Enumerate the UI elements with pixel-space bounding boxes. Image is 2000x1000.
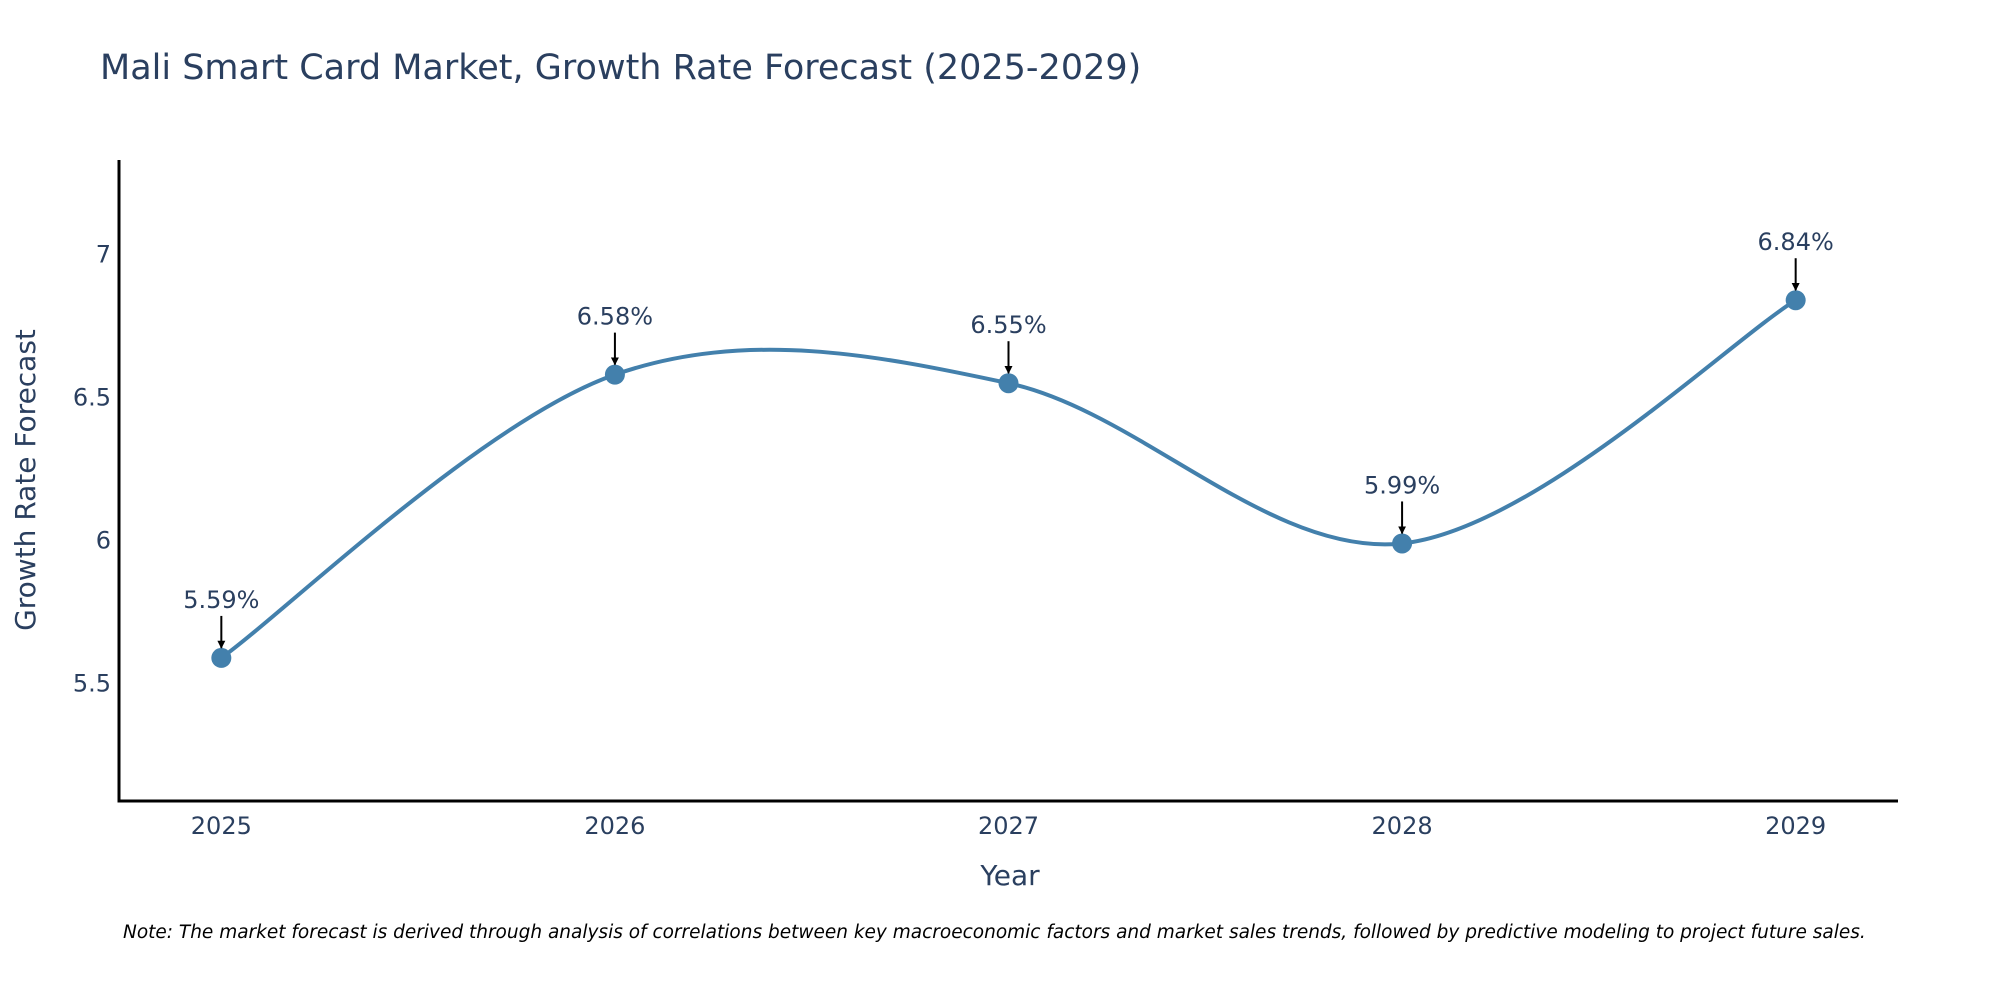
y-tick-label-6.5: 6.5 [73, 384, 111, 412]
chart-title: Mali Smart Card Market, Growth Rate Fore… [100, 48, 1141, 88]
y-axis-title: Growth Rate Forecast [9, 329, 42, 631]
x-tick-label-2028: 2028 [1372, 812, 1433, 840]
data-label-2029: 6.84% [1758, 228, 1834, 256]
x-axis-ticks: 2025 2026 2027 2028 2029 [191, 812, 1826, 840]
x-axis-title: Year [979, 859, 1040, 892]
x-tick-label-2026: 2026 [584, 812, 645, 840]
y-tick-label-6: 6 [96, 527, 111, 555]
x-tick-label-2025: 2025 [191, 812, 252, 840]
y-tick-label-7: 7 [96, 240, 111, 268]
data-label-2026: 6.58% [577, 303, 653, 331]
x-tick-label-2029: 2029 [1765, 812, 1826, 840]
footnote: Note: The market forecast is derived thr… [123, 922, 1866, 943]
data-point-2029 [1785, 290, 1806, 311]
data-label-2027: 6.55% [970, 311, 1046, 339]
y-axis-ticks: 5.5 6 6.5 7 [73, 240, 111, 697]
data-label-2025: 5.59% [183, 586, 259, 614]
y-tick-label-5.5: 5.5 [73, 670, 111, 698]
x-tick-label-2027: 2027 [978, 812, 1039, 840]
data-point-2025 [211, 647, 232, 668]
data-label-2028: 5.99% [1364, 471, 1440, 499]
data-point-2026 [604, 364, 625, 385]
data-point-2027 [998, 373, 1019, 394]
plot-area: 5.59% 6.58% 6.55% 5.99% 6.84% [117, 160, 1898, 803]
data-point-2028 [1392, 533, 1413, 554]
